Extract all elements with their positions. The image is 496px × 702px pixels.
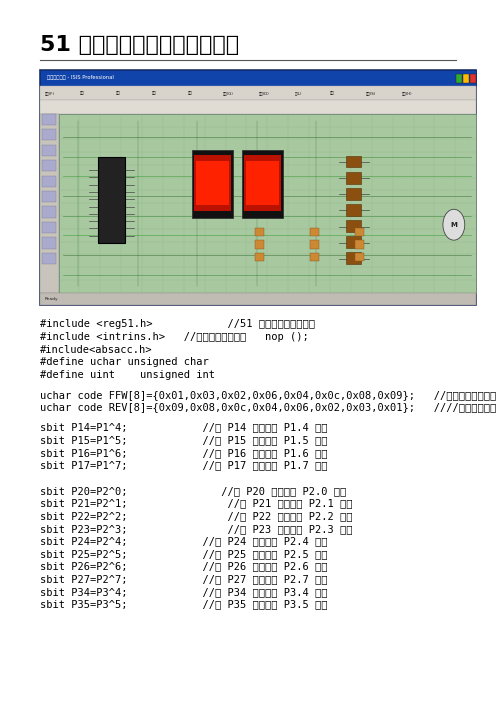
FancyBboxPatch shape: [42, 191, 56, 202]
Text: sbit P17=P1^7;            //将 P17 位定义为 P1.7 引脚: sbit P17=P1^7; //将 P17 位定义为 P1.7 引脚: [40, 461, 327, 470]
FancyBboxPatch shape: [42, 114, 56, 125]
FancyBboxPatch shape: [463, 74, 469, 83]
FancyBboxPatch shape: [310, 228, 319, 237]
FancyBboxPatch shape: [42, 237, 56, 249]
FancyBboxPatch shape: [42, 160, 56, 171]
Circle shape: [443, 209, 465, 240]
Text: sbit P25=P2^5;            //将 P25 位定义为 P2.5 引脚: sbit P25=P2^5; //将 P25 位定义为 P2.5 引脚: [40, 549, 327, 559]
FancyBboxPatch shape: [42, 253, 56, 264]
FancyBboxPatch shape: [346, 237, 361, 248]
FancyBboxPatch shape: [346, 156, 361, 168]
Text: 设计: 设计: [187, 91, 192, 95]
Text: sbit P23=P2^3;                //将 P23 位定义为 P2.3 引脚: sbit P23=P2^3; //将 P23 位定义为 P2.3 引脚: [40, 524, 352, 534]
Text: sbit P27=P2^7;            //将 P27 位定义为 P2.7 引脚: sbit P27=P2^7; //将 P27 位定义为 P2.7 引脚: [40, 574, 327, 584]
FancyBboxPatch shape: [40, 86, 476, 100]
FancyBboxPatch shape: [98, 157, 125, 243]
Text: 51 单片机控制步进电机硬件图: 51 单片机控制步进电机硬件图: [40, 35, 239, 55]
Text: uchar code FFW[8]={0x01,0x03,0x02,0x06,0x04,0x0c,0x08,0x09};   //四相八拍正转编码: uchar code FFW[8]={0x01,0x03,0x02,0x06,0…: [40, 390, 496, 399]
Text: 系统(S): 系统(S): [366, 91, 376, 95]
FancyBboxPatch shape: [255, 228, 264, 237]
FancyBboxPatch shape: [255, 253, 264, 261]
Text: sbit P26=P2^6;            //将 P26 位定义为 P2.6 引脚: sbit P26=P2^6; //将 P26 位定义为 P2.6 引脚: [40, 562, 327, 571]
Text: sbit P16=P1^6;            //将 P16 位定义为 P1.6 引脚: sbit P16=P1^6; //将 P16 位定义为 P1.6 引脚: [40, 448, 327, 458]
Text: sbit P15=P1^5;            //将 P15 位定义为 P1.5 引脚: sbit P15=P1^5; //将 P15 位定义为 P1.5 引脚: [40, 435, 327, 445]
Text: #define uchar unsigned char: #define uchar unsigned char: [40, 357, 208, 367]
Text: sbit P21=P2^1;                //将 P21 位定义为 P2.1 引脚: sbit P21=P2^1; //将 P21 位定义为 P2.1 引脚: [40, 498, 352, 508]
Text: 文件(F): 文件(F): [45, 91, 55, 95]
FancyBboxPatch shape: [40, 100, 476, 114]
FancyBboxPatch shape: [355, 241, 364, 249]
FancyBboxPatch shape: [40, 293, 476, 305]
FancyBboxPatch shape: [42, 222, 56, 233]
Text: 图形(G): 图形(G): [223, 91, 234, 95]
Text: 帮助(H): 帮助(H): [402, 91, 412, 95]
Text: 模板: 模板: [330, 91, 335, 95]
FancyBboxPatch shape: [456, 74, 462, 83]
Text: 调试(D): 调试(D): [259, 91, 270, 95]
FancyBboxPatch shape: [42, 176, 56, 187]
Text: 步进电机控制 - ISIS Professional: 步进电机控制 - ISIS Professional: [47, 75, 114, 81]
FancyBboxPatch shape: [470, 74, 476, 83]
FancyBboxPatch shape: [346, 188, 361, 199]
FancyBboxPatch shape: [196, 161, 229, 205]
Text: 查看: 查看: [116, 91, 121, 95]
FancyBboxPatch shape: [310, 253, 319, 261]
FancyBboxPatch shape: [346, 172, 361, 183]
Text: sbit P14=P1^4;            //将 P14 位定义为 P1.4 引脚: sbit P14=P1^4; //将 P14 位定义为 P1.4 引脚: [40, 423, 327, 432]
Text: #include <reg51.h>            //51 芯片管脚定义头文件: #include <reg51.h> //51 芯片管脚定义头文件: [40, 319, 314, 329]
FancyBboxPatch shape: [346, 253, 361, 264]
FancyBboxPatch shape: [355, 253, 364, 261]
FancyBboxPatch shape: [192, 150, 233, 218]
FancyBboxPatch shape: [40, 70, 476, 86]
Text: sbit P22=P2^2;                //将 P22 位定义为 P2.2 引脚: sbit P22=P2^2; //将 P22 位定义为 P2.2 引脚: [40, 511, 352, 521]
Text: sbit P24=P2^4;            //将 P24 位定义为 P2.4 引脚: sbit P24=P2^4; //将 P24 位定义为 P2.4 引脚: [40, 536, 327, 546]
Text: sbit P34=P3^4;            //将 P34 位定义为 P3.4 引脚: sbit P34=P3^4; //将 P34 位定义为 P3.4 引脚: [40, 587, 327, 597]
FancyBboxPatch shape: [194, 155, 231, 211]
FancyBboxPatch shape: [40, 114, 59, 293]
Text: 工具: 工具: [152, 91, 157, 95]
Text: Ready: Ready: [45, 297, 58, 301]
FancyBboxPatch shape: [255, 241, 264, 249]
FancyBboxPatch shape: [242, 150, 283, 218]
FancyBboxPatch shape: [42, 145, 56, 156]
Text: #include<absacc.h>: #include<absacc.h>: [40, 345, 152, 355]
Text: uchar code REV[8]={0x09,0x08,0x0c,0x04,0x06,0x02,0x03,0x01};   ////四相八拍反转编码: uchar code REV[8]={0x09,0x08,0x0c,0x04,0…: [40, 402, 496, 412]
FancyBboxPatch shape: [244, 155, 281, 211]
FancyBboxPatch shape: [42, 206, 56, 218]
FancyBboxPatch shape: [59, 114, 476, 293]
Text: 编辑: 编辑: [80, 91, 85, 95]
FancyBboxPatch shape: [355, 228, 364, 237]
FancyBboxPatch shape: [346, 220, 361, 232]
Text: #define uint    unsigned int: #define uint unsigned int: [40, 370, 215, 380]
Text: M: M: [450, 222, 457, 227]
Text: 库(L): 库(L): [295, 91, 302, 95]
Text: sbit P35=P3^5;            //将 P35 位定义为 P3.5 引脚: sbit P35=P3^5; //将 P35 位定义为 P3.5 引脚: [40, 600, 327, 609]
Text: sbit P20=P2^0;               //将 P20 位定义为 P2.0 引脚: sbit P20=P2^0; //将 P20 位定义为 P2.0 引脚: [40, 486, 346, 496]
FancyBboxPatch shape: [310, 241, 319, 249]
FancyBboxPatch shape: [246, 161, 279, 205]
Text: #include <intrins.h>   //内部包含延时函数   nop ();: #include <intrins.h> //内部包含延时函数 nop ();: [40, 332, 309, 342]
FancyBboxPatch shape: [40, 70, 476, 305]
FancyBboxPatch shape: [42, 129, 56, 140]
FancyBboxPatch shape: [346, 204, 361, 216]
